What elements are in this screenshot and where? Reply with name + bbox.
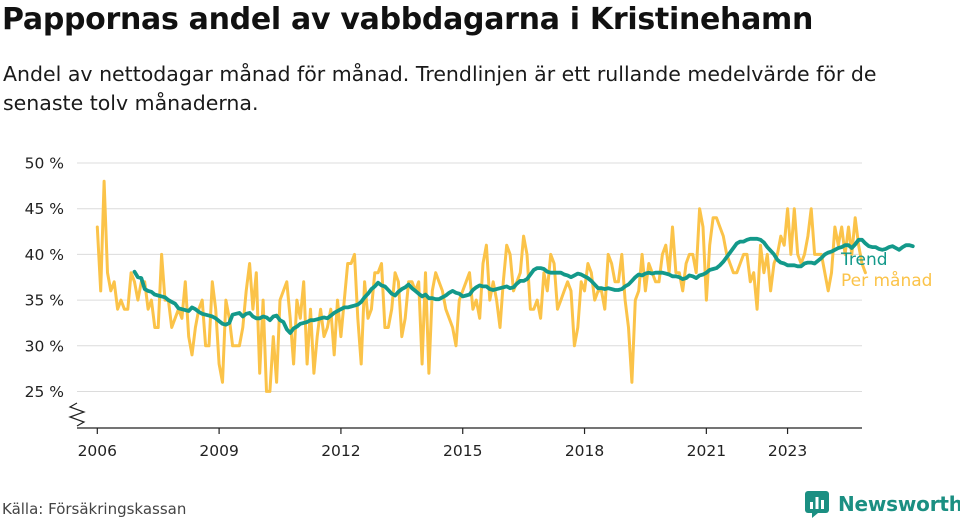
x-tick-label: 2006 bbox=[78, 442, 117, 460]
x-tick-label: 2015 bbox=[443, 442, 482, 460]
y-axis-labels: 25 % 30 % 35 % 40 % 45 % 50 % bbox=[25, 155, 64, 401]
y-tick-label: 50 % bbox=[25, 155, 64, 173]
series-line-per-manad bbox=[95, 179, 867, 393]
x-tick-label: 2023 bbox=[768, 442, 807, 460]
newsworthy-logo-icon bbox=[805, 491, 829, 518]
axis-break-icon bbox=[68, 402, 86, 427]
y-tick-label: 25 % bbox=[25, 383, 64, 401]
x-tick-label: 2018 bbox=[565, 442, 604, 460]
x-tick-label: 2021 bbox=[687, 442, 726, 460]
y-tick-label: 30 % bbox=[25, 337, 64, 355]
chart-title: Pappornas andel av vabbdagarna i Kristin… bbox=[2, 2, 814, 37]
trend-series-label: Trend bbox=[840, 250, 888, 270]
series-lines bbox=[95, 179, 915, 393]
y-tick-label: 35 % bbox=[25, 292, 64, 310]
x-tick-label: 2012 bbox=[321, 442, 360, 460]
brand-logo: Newsworthy bbox=[804, 490, 960, 518]
chart-subtitle: Andel av nettodagar månad för månad. Tre… bbox=[3, 62, 877, 115]
x-tick-label: 2009 bbox=[199, 442, 238, 460]
line-chart: 25 % 30 % 35 % 40 % 45 % 50 % 2006 2009 2012 201… bbox=[25, 155, 933, 461]
brand-name: Newsworthy bbox=[838, 492, 960, 516]
monthly-series-label: Per månad bbox=[841, 270, 932, 291]
x-axis: 2006 2009 2012 2015 2018 2021 2023 bbox=[68, 402, 862, 460]
source-note: Källa: Försäkringskassan bbox=[2, 500, 187, 518]
series-line-trend bbox=[132, 236, 915, 335]
y-tick-label: 45 % bbox=[25, 200, 64, 218]
y-tick-label: 40 % bbox=[25, 246, 64, 264]
